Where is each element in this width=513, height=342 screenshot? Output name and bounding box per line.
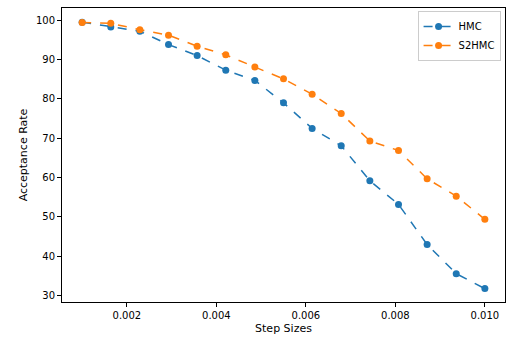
svg-text:0.008: 0.008 (381, 310, 410, 321)
svg-text:HMC: HMC (459, 21, 482, 32)
svg-text:30: 30 (42, 290, 55, 301)
svg-text:0.002: 0.002 (113, 310, 142, 321)
svg-text:70: 70 (42, 133, 55, 144)
svg-text:90: 90 (42, 54, 55, 65)
svg-text:50: 50 (42, 211, 55, 222)
svg-text:0.004: 0.004 (202, 310, 231, 321)
svg-text:Step Sizes: Step Sizes (255, 322, 312, 335)
svg-text:0.006: 0.006 (292, 310, 321, 321)
svg-text:80: 80 (42, 93, 55, 104)
svg-text:100: 100 (36, 15, 55, 26)
svg-text:60: 60 (42, 172, 55, 183)
svg-text:40: 40 (42, 251, 55, 262)
svg-text:0.010: 0.010 (471, 310, 500, 321)
svg-text:S2HMC: S2HMC (459, 40, 495, 51)
svg-text:Acceptance Rate: Acceptance Rate (17, 108, 30, 201)
